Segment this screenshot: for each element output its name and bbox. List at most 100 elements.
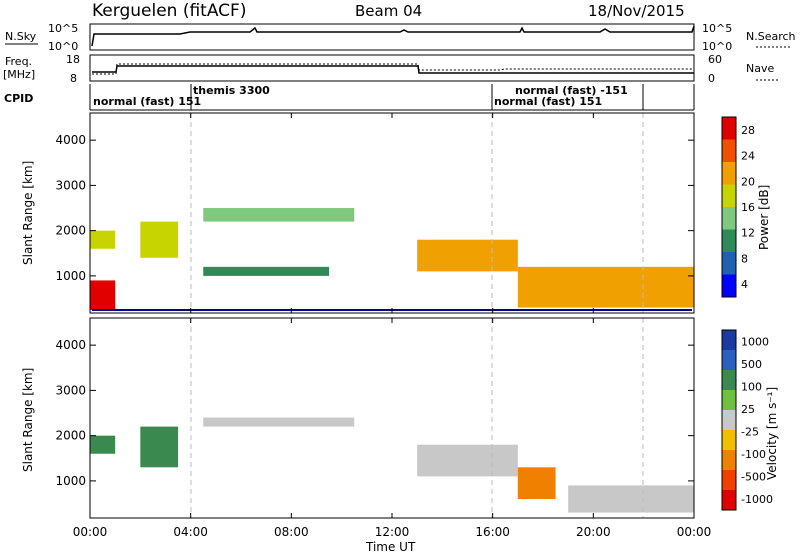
velocity-region <box>417 444 518 477</box>
velocity-panel: 4000 3000 2000 1000 Slant Range [km] 1000 50… <box>21 317 779 519</box>
colorbar-tick-label: -1000 <box>741 493 773 506</box>
nsky-right-tick-top: 10^5 <box>702 22 732 35</box>
nsearch-label: N.Search <box>746 30 796 43</box>
date-title: 18/Nov/2015 <box>588 2 685 20</box>
power-yticks: 4000 3000 2000 1000 <box>55 133 694 283</box>
power-colorbar-label: Power [dB] <box>757 185 771 250</box>
velocity-region <box>203 417 355 427</box>
ytick-label: 1000 <box>55 474 86 488</box>
freq-label-2: [MHz] <box>3 68 35 81</box>
colorbar-tick-label: -500 <box>741 470 766 483</box>
ytick-label: 2000 <box>55 224 86 238</box>
nsky-left-tick-top: 10^5 <box>48 22 78 35</box>
colorbar-tick-label: 25 <box>741 403 755 416</box>
velocity-region <box>517 467 556 499</box>
ytick-label: 1000 <box>55 269 86 283</box>
power-marks <box>90 208 694 310</box>
xtick-label: 20:00 <box>576 525 611 539</box>
colorbar-tick-label: 24 <box>741 150 755 163</box>
velocity-region <box>568 485 694 513</box>
colorbar-swatch <box>722 490 736 510</box>
time-axis: 00:00 04:00 08:00 12:00 16:00 20:00 00:00 <box>73 113 712 539</box>
xtick-label: 16:00 <box>475 525 510 539</box>
colorbar-swatch <box>722 330 736 350</box>
colorbar-swatch <box>722 350 736 370</box>
velocity-colorbar <box>721 329 737 511</box>
freq-label-1: Freq. <box>5 55 32 68</box>
colorbar-swatch <box>722 207 736 230</box>
colorbar-tick-label: -25 <box>741 425 759 438</box>
velocity-colorbar-label: Velocity [m s⁻¹] <box>765 387 779 480</box>
nsky-panel: N.Sky 10^5 10^0 10^5 10^0 N.Search <box>5 22 796 53</box>
colorbar-swatch <box>722 390 736 410</box>
velocity-region <box>140 426 179 468</box>
freq-panel: Freq. [MHz] 18 8 60 0 Nave <box>3 53 780 85</box>
colorbar-tick-label: 16 <box>741 201 755 214</box>
site-title: Kerguelen (fitACF) <box>92 1 246 21</box>
power-region <box>90 230 116 249</box>
power-ylabel: Slant Range [km] <box>21 161 35 265</box>
nsky-left-tick-bottom: 10^0 <box>48 40 78 53</box>
beam-title: Beam 04 <box>355 2 422 20</box>
colorbar-tick-label: 8 <box>741 252 748 265</box>
nsky-right-tick-bottom: 10^0 <box>702 40 732 53</box>
xtick-label: 12:00 <box>375 525 410 539</box>
colorbar-swatch <box>722 139 736 162</box>
velocity-marks <box>90 417 694 513</box>
velocity-yticks: 4000 3000 2000 1000 <box>55 338 694 488</box>
cpid-label: CPID <box>4 92 33 105</box>
nsky-trace <box>91 25 695 47</box>
freq-right-tick-top: 60 <box>708 53 722 66</box>
xtick-label: 00:00 <box>73 525 108 539</box>
colorbar-tick-label: 100 <box>741 380 762 393</box>
xtick-label: 00:00 <box>677 525 712 539</box>
cpid-segment-1: normal (fast) 151 <box>93 95 201 108</box>
cpid-segment-2: themis 3300 <box>193 84 270 97</box>
colorbar-swatch <box>722 430 736 450</box>
colorbar-tick-label: 20 <box>741 175 755 188</box>
power-region <box>90 280 116 310</box>
cpid-segment-4: normal (fast) -151 <box>515 84 628 97</box>
colorbar-swatch <box>722 229 736 252</box>
xtick-label: 08:00 <box>274 525 309 539</box>
colorbar-swatch <box>722 470 736 490</box>
freq-trace <box>92 65 694 74</box>
colorbar-tick-label: 12 <box>741 227 755 240</box>
colorbar-swatch <box>722 274 736 297</box>
xtick-label: 04:00 <box>173 525 208 539</box>
velocity-region <box>90 435 116 454</box>
colorbar-tick-label: 28 <box>741 124 755 137</box>
ytick-label: 3000 <box>55 383 86 397</box>
nsky-label: N.Sky <box>5 30 37 43</box>
power-region <box>517 266 694 308</box>
power-region <box>140 221 179 258</box>
nave-label: Nave <box>746 62 774 75</box>
colorbar-tick-label: 1000 <box>741 335 769 348</box>
power-colorbar-ticks: 28 24 20 16 12 8 4 <box>721 116 755 298</box>
colorbar-swatch <box>722 410 736 430</box>
colorbar-tick-label: 500 <box>741 358 762 371</box>
power-region <box>203 208 355 222</box>
cpid-segment-3: normal (fast) 151 <box>494 95 602 108</box>
ytick-label: 4000 <box>55 133 86 147</box>
freq-right-tick-bottom: 0 <box>708 72 715 85</box>
power-region <box>203 266 330 276</box>
colorbar-swatch <box>722 370 736 390</box>
colorbar-tick-label: -100 <box>741 448 766 461</box>
nave-trace <box>92 63 694 75</box>
cpid-panel: CPID normal (fast) 151 themis 3300 norma… <box>4 84 695 111</box>
ytick-label: 2000 <box>55 429 86 443</box>
colorbar-swatch <box>722 184 736 207</box>
velocity-colorbar-ticks: 1000 500 100 25 -25 -100 -500 -1000 <box>721 329 773 511</box>
velocity-ylabel: Slant Range [km] <box>21 368 35 472</box>
freq-left-tick-bottom: 8 <box>70 72 77 85</box>
power-colorbar <box>721 116 737 298</box>
ytick-label: 3000 <box>55 178 86 192</box>
colorbar-swatch <box>722 450 736 470</box>
ytick-label: 4000 <box>55 338 86 352</box>
power-panel: 4000 3000 2000 1000 Slant Range [km] 28 24 20… <box>21 112 771 314</box>
time-axis-label: Time UT <box>365 540 416 554</box>
colorbar-tick-label: 4 <box>741 278 748 291</box>
freq-left-tick-top: 18 <box>66 53 80 66</box>
colorbar-swatch <box>722 117 736 140</box>
